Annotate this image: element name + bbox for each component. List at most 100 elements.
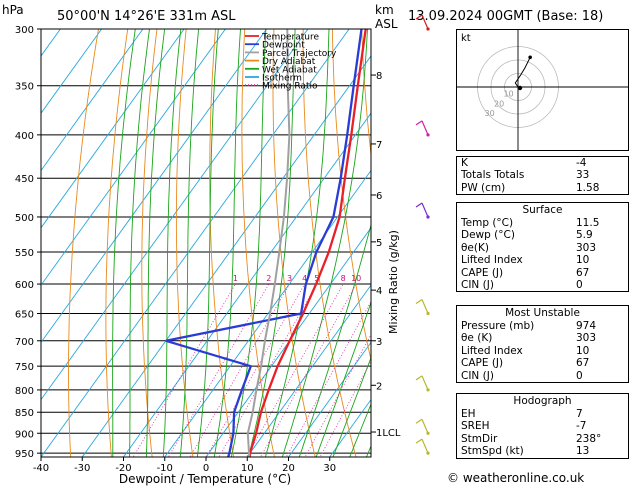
wind-barb-station bbox=[426, 215, 430, 219]
mixing-ratio-line bbox=[189, 283, 290, 457]
index-name: CAPE (J) bbox=[461, 357, 504, 370]
wet-adiabat-line bbox=[145, 29, 166, 457]
x-tick-label: -20 bbox=[115, 463, 131, 474]
pressure-unit-label: hPa bbox=[2, 3, 24, 17]
surface-box: Surface Temp (°C) 11.5 Dewp (°C) 5.9 θe(K) 30… bbox=[456, 202, 629, 293]
pressure-tick-label: 350 bbox=[15, 82, 34, 93]
legend-entry: Parcel Trajectory bbox=[262, 49, 337, 59]
index-value: 238° bbox=[576, 432, 602, 445]
dry-adiabat-line bbox=[302, 29, 357, 457]
index-row: CAPE (J) 67 bbox=[457, 267, 628, 279]
index-row: θe (K) 303 bbox=[457, 332, 628, 344]
mixing-ratio-label: 15 bbox=[375, 274, 385, 283]
wind-barb bbox=[421, 438, 429, 454]
index-row: SREH -7 bbox=[457, 420, 628, 432]
index-value: 303 bbox=[576, 332, 597, 345]
altitude-unit-label: km bbox=[375, 3, 394, 17]
wet-adiabat-line bbox=[179, 29, 200, 457]
index-name: PW (cm) bbox=[461, 181, 506, 194]
index-name: Lifted Index bbox=[461, 254, 523, 267]
mixing-ratio-label: 10 bbox=[351, 274, 361, 283]
index-row: StmSpd (kt) 13 bbox=[457, 445, 628, 457]
most-unstable-title: Most Unstable bbox=[505, 307, 580, 319]
altitude-tick-label: 7 bbox=[376, 140, 382, 151]
wet-adiabat-line bbox=[315, 300, 371, 457]
mixing-ratio-line bbox=[205, 283, 306, 457]
mixing-ratio-label: 8 bbox=[341, 274, 346, 283]
pressure-tick-label: 650 bbox=[15, 310, 34, 321]
altitude-tick-label: 8 bbox=[376, 71, 382, 82]
dewpoint-line bbox=[165, 29, 363, 457]
isotherm-line bbox=[81, 55, 371, 457]
wet-adiabat-line bbox=[129, 29, 150, 457]
isotherm-line bbox=[41, 29, 309, 401]
wind-barb bbox=[421, 299, 429, 314]
altitude-tick-label: 2 bbox=[376, 381, 382, 392]
index-name: CIN (J) bbox=[461, 369, 494, 382]
index-row: Pressure (mb) 974 bbox=[457, 320, 628, 332]
location-title: 50°00'N 14°26'E 331m ASL bbox=[57, 9, 236, 24]
pressure-tick-label: 400 bbox=[15, 131, 34, 142]
wind-barb-flag bbox=[415, 14, 423, 20]
wind-barb-station bbox=[426, 388, 430, 392]
pressure-tick-label: 700 bbox=[15, 337, 34, 348]
wet-adiabat-line bbox=[247, 29, 296, 457]
index-value: 303 bbox=[576, 241, 597, 254]
parcel-trajectory-line bbox=[246, 29, 291, 457]
copyright-footer: © weatheronline.co.uk bbox=[447, 471, 585, 485]
index-name: K bbox=[461, 157, 468, 169]
x-tick-label: 0 bbox=[203, 463, 209, 474]
mixing-ratio-label: 2 bbox=[266, 274, 271, 283]
wind-barb-station bbox=[426, 451, 430, 455]
index-value: 67 bbox=[576, 266, 590, 279]
index-name: Dewp (°C) bbox=[461, 229, 515, 242]
altitude-tick-label: 5 bbox=[376, 238, 382, 249]
wet-adiabat-line bbox=[281, 29, 368, 457]
index-name: Temp (°C) bbox=[461, 217, 514, 229]
wet-adiabat-line bbox=[298, 223, 371, 457]
index-value: 7 bbox=[576, 408, 583, 420]
isotherm-line bbox=[41, 29, 61, 57]
index-value: -7 bbox=[576, 420, 587, 433]
hodograph-unit-label: kt bbox=[461, 33, 471, 44]
indices-box: K -4 Totals Totals 33 PW (cm) 1.58 bbox=[456, 156, 629, 196]
index-name: EH bbox=[461, 408, 476, 420]
index-name: Totals Totals bbox=[461, 169, 525, 182]
index-row: EH 7 bbox=[457, 408, 628, 420]
index-value: 0 bbox=[576, 369, 583, 382]
mixing-ratio-axis-label: Mixing Ratio (g/kg) bbox=[387, 230, 400, 334]
mixing-ratio-line bbox=[285, 300, 371, 457]
dry-adiabat-line bbox=[272, 29, 316, 457]
legend-entry: Isotherm bbox=[262, 74, 302, 84]
wind-barb-station bbox=[426, 133, 430, 137]
index-row: Temp (°C) 11.5 bbox=[457, 217, 628, 229]
isotherm-line bbox=[205, 227, 371, 457]
legend-entry: Dry Adiabat bbox=[262, 57, 316, 67]
wind-barb-station bbox=[426, 431, 430, 435]
index-value: 974 bbox=[576, 320, 597, 332]
pressure-tick-label: 950 bbox=[15, 449, 34, 460]
dry-adiabat-line bbox=[175, 29, 194, 457]
most-unstable-box: Most Unstable Pressure (mb) 974 θe (K) 303 L… bbox=[456, 305, 629, 384]
index-value: 67 bbox=[576, 357, 590, 370]
index-name: SREH bbox=[461, 420, 490, 433]
wind-barb-flag bbox=[415, 120, 423, 126]
index-value: 0 bbox=[576, 279, 583, 292]
isotherm-line bbox=[41, 29, 144, 172]
mixing-ratio-label: 3 bbox=[287, 274, 292, 283]
hodograph-title: Hodograph bbox=[513, 395, 572, 407]
hodograph-ring-label: 30 bbox=[485, 109, 495, 118]
wind-barb bbox=[421, 202, 429, 218]
isotherm-line bbox=[41, 29, 103, 114]
wind-barb-flag bbox=[415, 418, 423, 424]
pressure-tick-label: 450 bbox=[15, 174, 34, 185]
altitude-tick-label: 3 bbox=[376, 337, 382, 348]
mixing-ratio-line bbox=[260, 283, 357, 457]
wet-adiabat-line bbox=[213, 29, 241, 457]
altitude-tick-label: 6 bbox=[376, 191, 382, 202]
index-value: 11.5 bbox=[576, 217, 600, 229]
index-row: CIN (J) 0 bbox=[457, 370, 628, 382]
hodograph-trace bbox=[514, 57, 531, 88]
index-name: CAPE (J) bbox=[461, 266, 504, 279]
